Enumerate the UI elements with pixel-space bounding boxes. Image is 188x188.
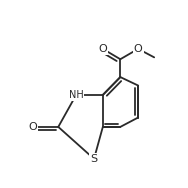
Text: NH: NH bbox=[69, 90, 83, 100]
Text: O: O bbox=[99, 44, 107, 54]
Text: O: O bbox=[134, 44, 143, 54]
Text: O: O bbox=[29, 122, 37, 132]
Text: S: S bbox=[90, 154, 98, 164]
